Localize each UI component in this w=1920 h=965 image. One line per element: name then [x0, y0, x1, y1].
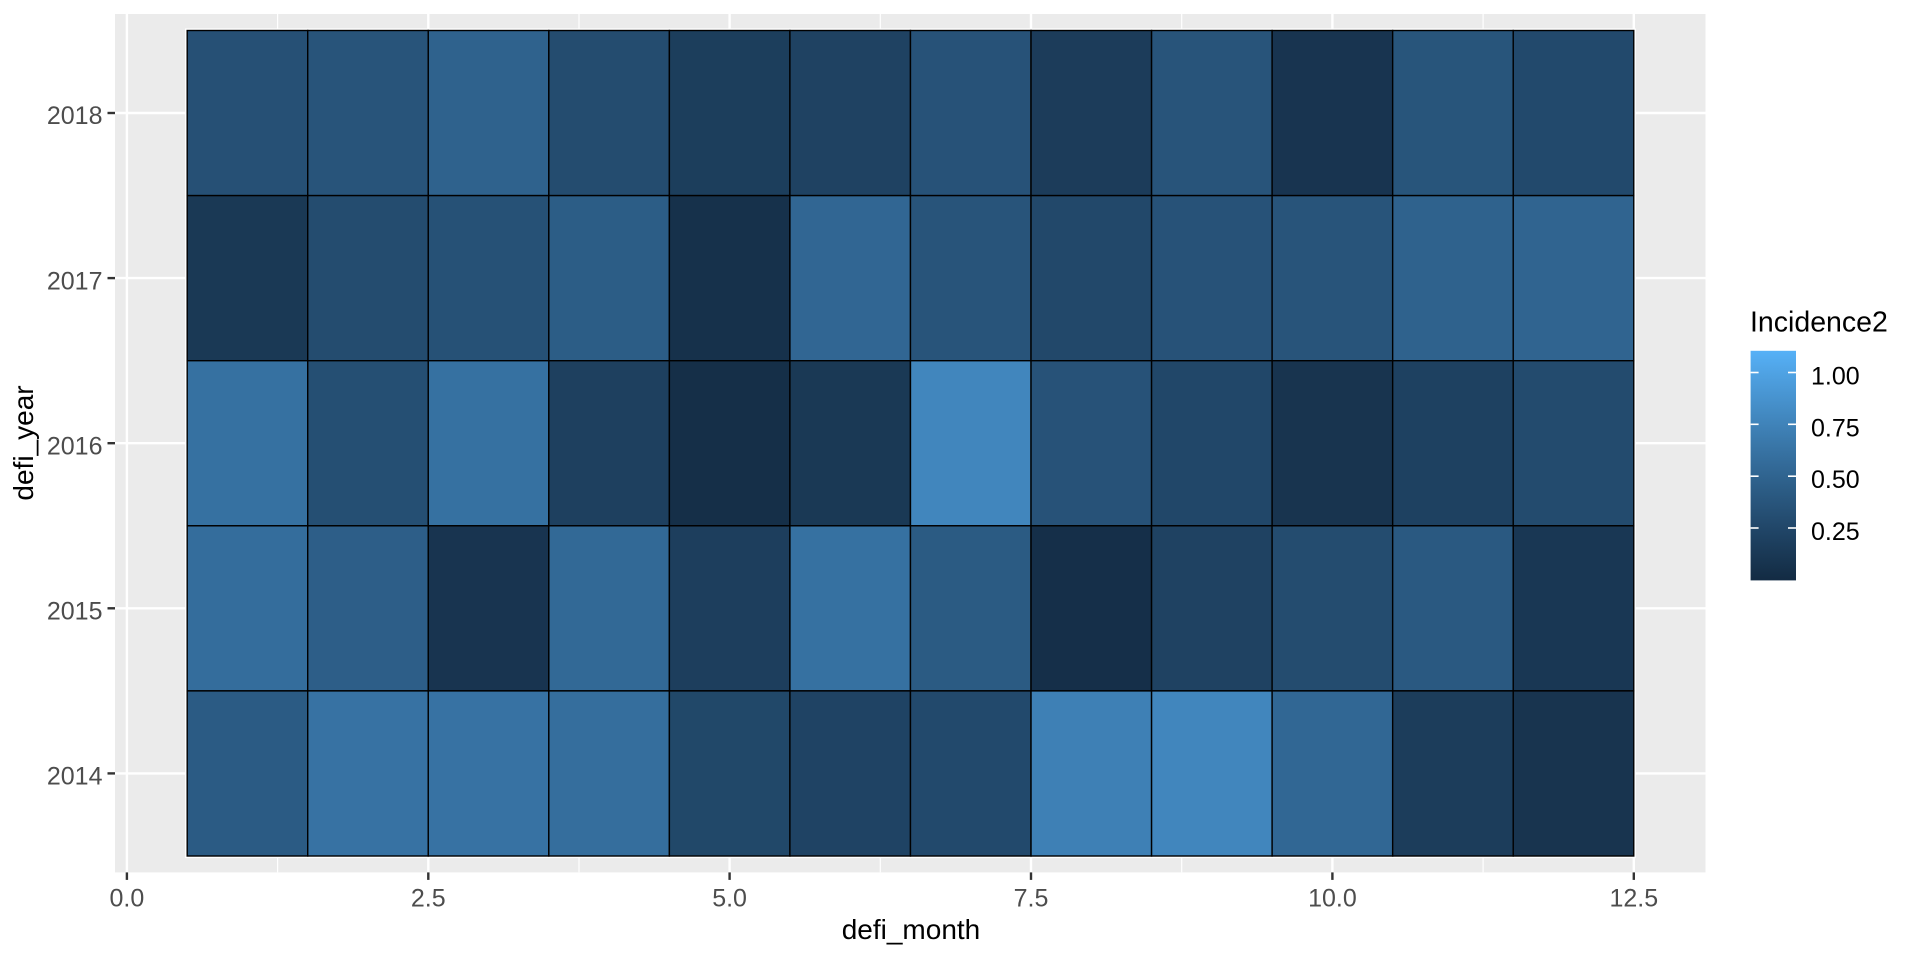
- svg-text:0.75: 0.75: [1811, 414, 1860, 442]
- svg-text:12.5: 12.5: [1609, 885, 1658, 913]
- svg-text:7.5: 7.5: [1014, 885, 1049, 913]
- svg-text:2015: 2015: [47, 598, 103, 626]
- svg-text:defi_month: defi_month: [842, 914, 981, 945]
- svg-text:0.0: 0.0: [110, 885, 145, 913]
- svg-text:2017: 2017: [47, 267, 103, 295]
- svg-text:Incidence2: Incidence2: [1750, 307, 1888, 339]
- svg-text:0.50: 0.50: [1811, 466, 1860, 494]
- svg-text:2018: 2018: [47, 102, 103, 130]
- svg-text:2016: 2016: [47, 432, 103, 460]
- svg-text:10.0: 10.0: [1308, 885, 1357, 913]
- svg-text:1.00: 1.00: [1811, 363, 1860, 391]
- svg-text:0.25: 0.25: [1811, 518, 1860, 546]
- svg-text:2.5: 2.5: [411, 885, 446, 913]
- svg-text:defi_year: defi_year: [8, 385, 39, 500]
- svg-text:2014: 2014: [47, 763, 103, 791]
- svg-text:5.0: 5.0: [712, 885, 747, 913]
